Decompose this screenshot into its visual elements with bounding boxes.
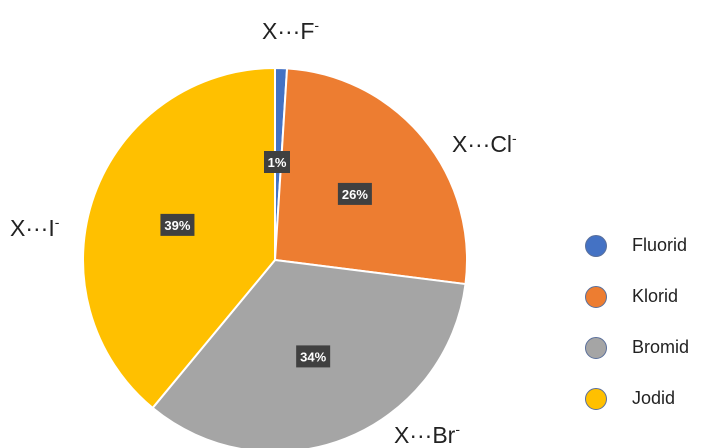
data-label-text-jodid: 39% xyxy=(164,218,190,233)
legend-swatch-klorid xyxy=(585,285,607,308)
slice-label-klorid-base: X···Cl xyxy=(452,131,513,157)
legend: Fluorid Klorid Bromid Jodid xyxy=(585,220,689,424)
data-label-box-bromid xyxy=(296,345,331,368)
slice-label-jodid: X···I- xyxy=(10,214,60,241)
slice-label-klorid-charge: - xyxy=(512,130,517,146)
data-label-fluorid: 1% xyxy=(264,151,290,173)
data-label-jodid: 39% xyxy=(160,213,195,236)
legend-label-jodid: Jodid xyxy=(632,388,676,408)
legend-item-jodid: Jodid xyxy=(585,373,689,424)
slice-label-bromid-charge: - xyxy=(455,421,460,437)
legend-label-klorid: Klorid xyxy=(632,286,679,306)
legend-swatch-fluorid xyxy=(585,234,607,257)
data-label-box-jodid xyxy=(160,213,195,236)
data-label-text-fluorid: 1% xyxy=(268,155,287,170)
data-label-box-fluorid xyxy=(264,151,290,173)
data-label-text-bromid: 34% xyxy=(300,349,326,364)
slice-label-jodid-base: X···I xyxy=(10,215,55,241)
legend-item-klorid: Klorid xyxy=(585,271,689,322)
slice-label-fluorid: X···F- xyxy=(262,17,320,44)
legend-label-bromid: Bromid xyxy=(632,337,690,357)
slice-label-bromid-base: X···Br xyxy=(394,422,456,448)
data-label-klorid: 26% xyxy=(337,182,372,205)
pie-slice-jodid xyxy=(82,66,276,410)
legend-item-fluorid: Fluorid xyxy=(585,220,689,271)
slice-label-fluorid-charge: - xyxy=(314,17,320,33)
legend-swatch-bromid xyxy=(585,336,607,359)
data-label-box-klorid xyxy=(337,182,372,205)
legend-item-bromid: Bromid xyxy=(585,322,689,373)
slice-label-bromid: X···Br- xyxy=(394,421,460,448)
legend-label-fluorid: Fluorid xyxy=(632,235,688,255)
pie-slice-klorid xyxy=(273,67,468,286)
slice-label-klorid: X···Cl- xyxy=(452,130,517,157)
slice-label-fluorid-base: X···F xyxy=(262,18,315,44)
slice-label-jodid-charge: - xyxy=(54,214,60,230)
legend-swatch-jodid xyxy=(585,387,607,410)
data-label-text-klorid: 26% xyxy=(342,187,368,202)
data-label-bromid: 34% xyxy=(296,345,331,368)
